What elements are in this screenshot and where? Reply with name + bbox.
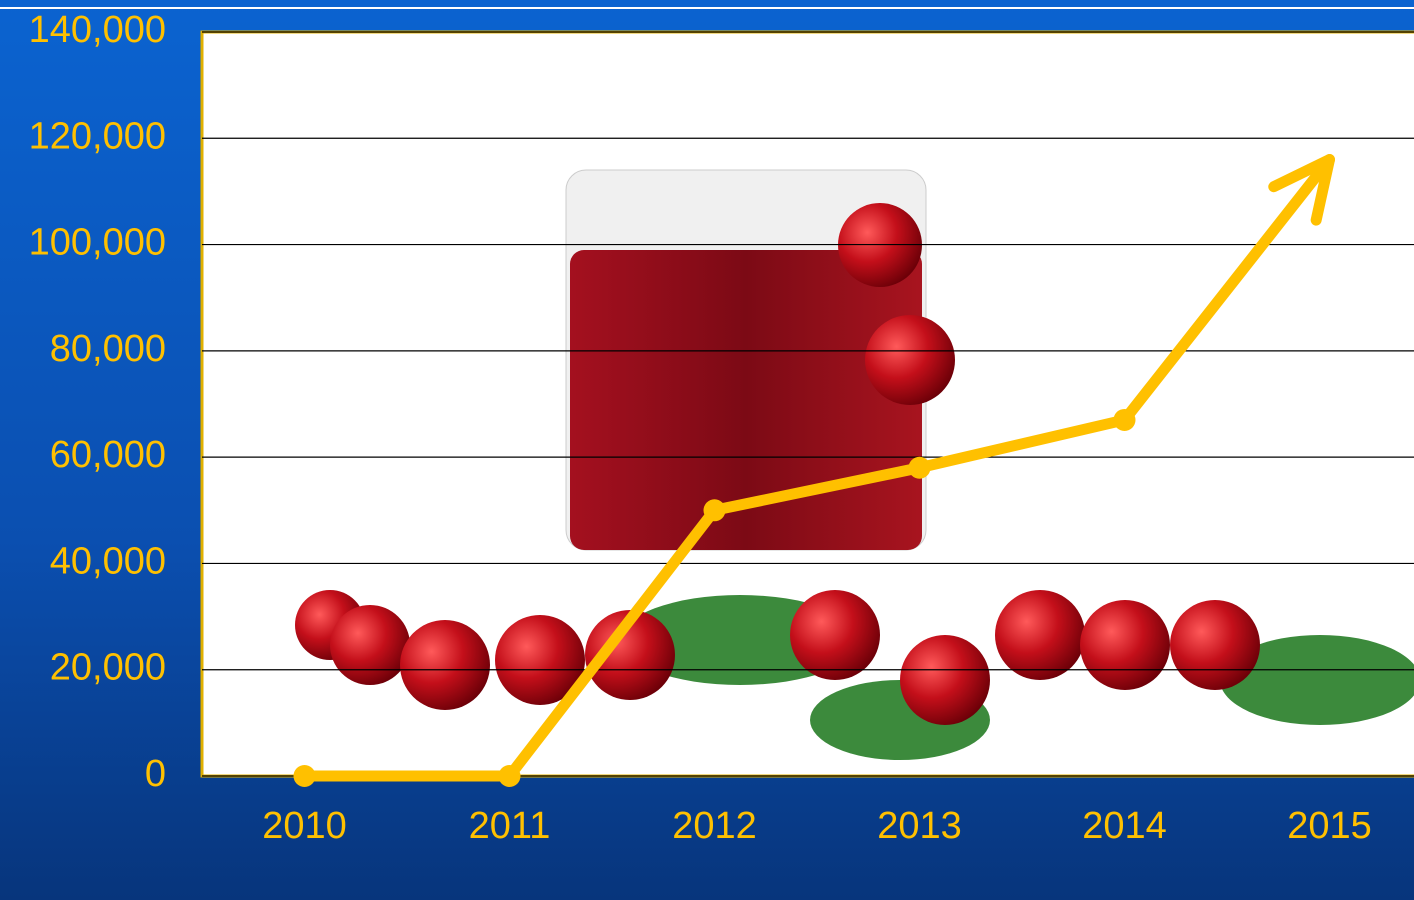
cherry bbox=[900, 635, 990, 725]
cherry bbox=[790, 590, 880, 680]
x-tick-label: 2010 bbox=[262, 805, 347, 847]
y-tick-label: 20,000 bbox=[50, 647, 166, 689]
y-tick-label: 80,000 bbox=[50, 328, 166, 370]
y-tick-label: 0 bbox=[145, 753, 166, 795]
x-tick-label: 2015 bbox=[1287, 805, 1372, 847]
cherry bbox=[865, 315, 955, 405]
cherry bbox=[1170, 600, 1260, 690]
data-line bbox=[299, 154, 1335, 782]
x-tick-label: 2014 bbox=[1082, 805, 1167, 847]
cherry bbox=[495, 615, 585, 705]
cherry bbox=[400, 620, 490, 710]
x-tick-label: 2013 bbox=[877, 805, 962, 847]
cherry bbox=[585, 610, 675, 700]
decoration bbox=[295, 169, 1414, 760]
cherry bbox=[330, 605, 410, 685]
data-point bbox=[498, 765, 521, 787]
y-tick-label: 100,000 bbox=[29, 222, 166, 264]
y-tick-label: 120,000 bbox=[29, 115, 166, 157]
juice bbox=[570, 250, 922, 550]
leaf bbox=[1220, 635, 1414, 725]
x-tick-label: 2012 bbox=[672, 805, 757, 847]
cherry bbox=[995, 590, 1085, 680]
data-point bbox=[293, 765, 316, 787]
x-tick-label: 2011 bbox=[469, 805, 551, 847]
cherry bbox=[1080, 600, 1170, 690]
y-tick-label: 140,000 bbox=[29, 9, 166, 51]
y-tick-label: 40,000 bbox=[50, 540, 166, 582]
data-point bbox=[908, 456, 931, 479]
data-point bbox=[703, 499, 726, 522]
y-tick-label: 60,000 bbox=[50, 434, 166, 476]
arrow-head bbox=[1268, 154, 1335, 226]
data-point bbox=[1113, 408, 1136, 431]
